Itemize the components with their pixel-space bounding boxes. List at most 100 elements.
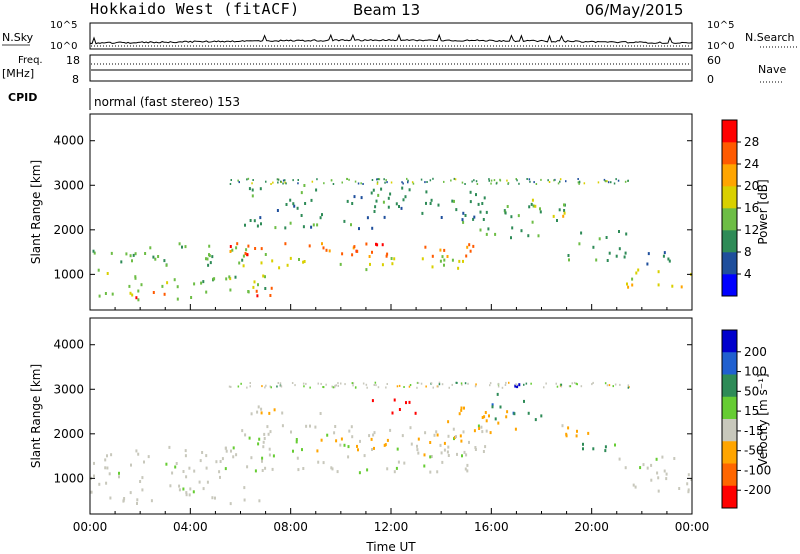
data-cell xyxy=(501,386,504,389)
data-cell xyxy=(454,178,457,181)
data-cell xyxy=(332,386,335,389)
data-cell xyxy=(301,448,303,452)
time-axis-label: Time UT xyxy=(365,540,416,554)
data-cell xyxy=(527,234,530,238)
data-cell xyxy=(351,253,354,257)
data-cell xyxy=(249,385,251,388)
data-cell xyxy=(154,257,157,261)
data-cell xyxy=(452,427,455,431)
data-cell xyxy=(202,487,205,491)
data-cell xyxy=(362,382,365,385)
data-cell xyxy=(555,382,557,385)
data-cell xyxy=(527,411,530,415)
data-cell xyxy=(580,231,583,235)
data-cell xyxy=(178,242,181,246)
data-cell xyxy=(98,294,101,298)
data-cell xyxy=(567,254,570,257)
data-cell xyxy=(371,179,374,181)
data-cell xyxy=(354,386,357,389)
data-cell xyxy=(562,214,565,218)
data-cell xyxy=(661,455,664,459)
data-cell xyxy=(302,467,305,470)
data-cell xyxy=(262,445,265,449)
data-cell xyxy=(368,255,371,258)
data-cell xyxy=(243,486,246,490)
data-cell xyxy=(286,263,289,267)
data-cell xyxy=(375,384,377,387)
data-cell xyxy=(484,445,487,449)
data-cell xyxy=(493,179,496,182)
data-cell xyxy=(431,265,434,269)
data-cell xyxy=(269,294,272,297)
data-cell xyxy=(614,383,617,386)
colorbar-tick: 50 xyxy=(744,384,759,398)
power-x-ticks xyxy=(89,304,693,310)
nsearch-tick-bottom: 10^0 xyxy=(707,41,734,52)
data-cell xyxy=(497,382,500,385)
data-cell xyxy=(443,441,446,445)
data-cell xyxy=(205,257,207,261)
data-cell xyxy=(256,294,259,298)
data-cell xyxy=(176,285,179,289)
data-cell xyxy=(623,255,626,259)
data-cell xyxy=(475,193,477,197)
data-cell xyxy=(565,180,567,183)
data-cell xyxy=(382,200,385,204)
data-cell xyxy=(578,182,580,185)
data-cell xyxy=(371,250,373,254)
data-cell xyxy=(489,384,491,387)
data-cell xyxy=(317,382,319,385)
data-cell xyxy=(331,385,333,388)
data-cell xyxy=(370,191,373,195)
data-cell xyxy=(417,451,420,455)
data-cell xyxy=(417,437,420,441)
data-cell xyxy=(462,220,465,224)
data-cell xyxy=(188,493,191,497)
data-cell xyxy=(481,430,484,434)
data-cell xyxy=(252,285,255,289)
data-cell xyxy=(270,386,272,389)
data-cell xyxy=(320,438,323,442)
data-cell xyxy=(398,205,400,208)
data-cell xyxy=(462,430,465,434)
data-cell xyxy=(320,382,322,385)
data-cell xyxy=(436,433,439,437)
data-cell xyxy=(403,461,406,465)
data-cell xyxy=(505,381,507,384)
data-cell xyxy=(193,469,196,473)
data-cell xyxy=(393,257,396,261)
data-cell xyxy=(315,188,318,192)
data-cell xyxy=(464,214,467,217)
data-cell xyxy=(429,470,432,474)
colorbar-tick: 28 xyxy=(744,135,759,149)
data-cell xyxy=(467,382,469,385)
data-cell xyxy=(607,181,610,184)
data-cell xyxy=(577,181,580,184)
data-cell xyxy=(533,181,535,184)
data-cell xyxy=(214,496,216,500)
data-cell xyxy=(321,242,323,246)
data-cell xyxy=(262,440,265,444)
data-cell xyxy=(303,385,305,388)
data-cell xyxy=(532,204,535,208)
data-cell xyxy=(424,245,427,249)
data-cell xyxy=(506,410,509,414)
data-cell xyxy=(253,280,256,284)
data-cell xyxy=(359,439,361,443)
data-cell xyxy=(403,386,405,388)
data-cell xyxy=(471,180,473,183)
data-cell xyxy=(92,249,95,253)
data-cell xyxy=(408,188,411,192)
data-cell xyxy=(446,255,449,258)
data-cell xyxy=(134,275,137,279)
data-cell xyxy=(447,454,450,457)
data-cell xyxy=(416,448,419,452)
data-cell xyxy=(343,443,346,447)
data-cell xyxy=(185,475,188,479)
data-cell xyxy=(205,466,208,470)
data-cell xyxy=(369,262,371,266)
data-cell xyxy=(451,258,454,262)
freq-unit: [MHz] xyxy=(2,67,34,80)
data-cell xyxy=(489,431,492,435)
data-cell xyxy=(398,384,401,387)
